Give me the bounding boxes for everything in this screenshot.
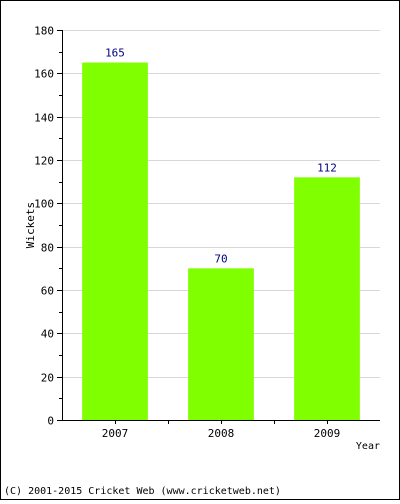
- x-tick-label-2009: 2009: [314, 427, 341, 440]
- y-tick-label: 60: [41, 285, 54, 298]
- copyright-footer: (C) 2001-2015 Cricket Web (www.cricketwe…: [4, 486, 281, 497]
- bar-2008: [188, 268, 254, 420]
- data-label-2007: 165: [105, 47, 125, 60]
- y-tick-label: 120: [34, 155, 54, 168]
- labels: 0 20 40 60 80 100 120 140 160 180 165 2007 70 2008 112…: [34, 25, 340, 441]
- axes: [57, 30, 380, 424]
- data-label-2008: 70: [214, 252, 227, 265]
- bar-2009: [294, 177, 360, 420]
- y-tick-label: 140: [34, 112, 54, 125]
- bars: [82, 62, 360, 420]
- bar-2007: [82, 62, 148, 420]
- x-tick-label-2008: 2008: [208, 427, 235, 440]
- y-tick-label: 100: [34, 198, 54, 211]
- y-tick-label: 160: [34, 68, 54, 81]
- x-axis-title: Year: [356, 441, 380, 452]
- data-label-2009: 112: [317, 161, 337, 174]
- x-tick-label-2007: 2007: [102, 427, 129, 440]
- y-tick-label: 80: [41, 242, 54, 255]
- y-tick-label: 40: [41, 328, 54, 341]
- y-axis-title: Wickets: [24, 202, 37, 248]
- y-tick-label: 0: [47, 415, 54, 428]
- y-tick-label: 20: [41, 372, 54, 385]
- y-tick-label: 180: [34, 25, 54, 38]
